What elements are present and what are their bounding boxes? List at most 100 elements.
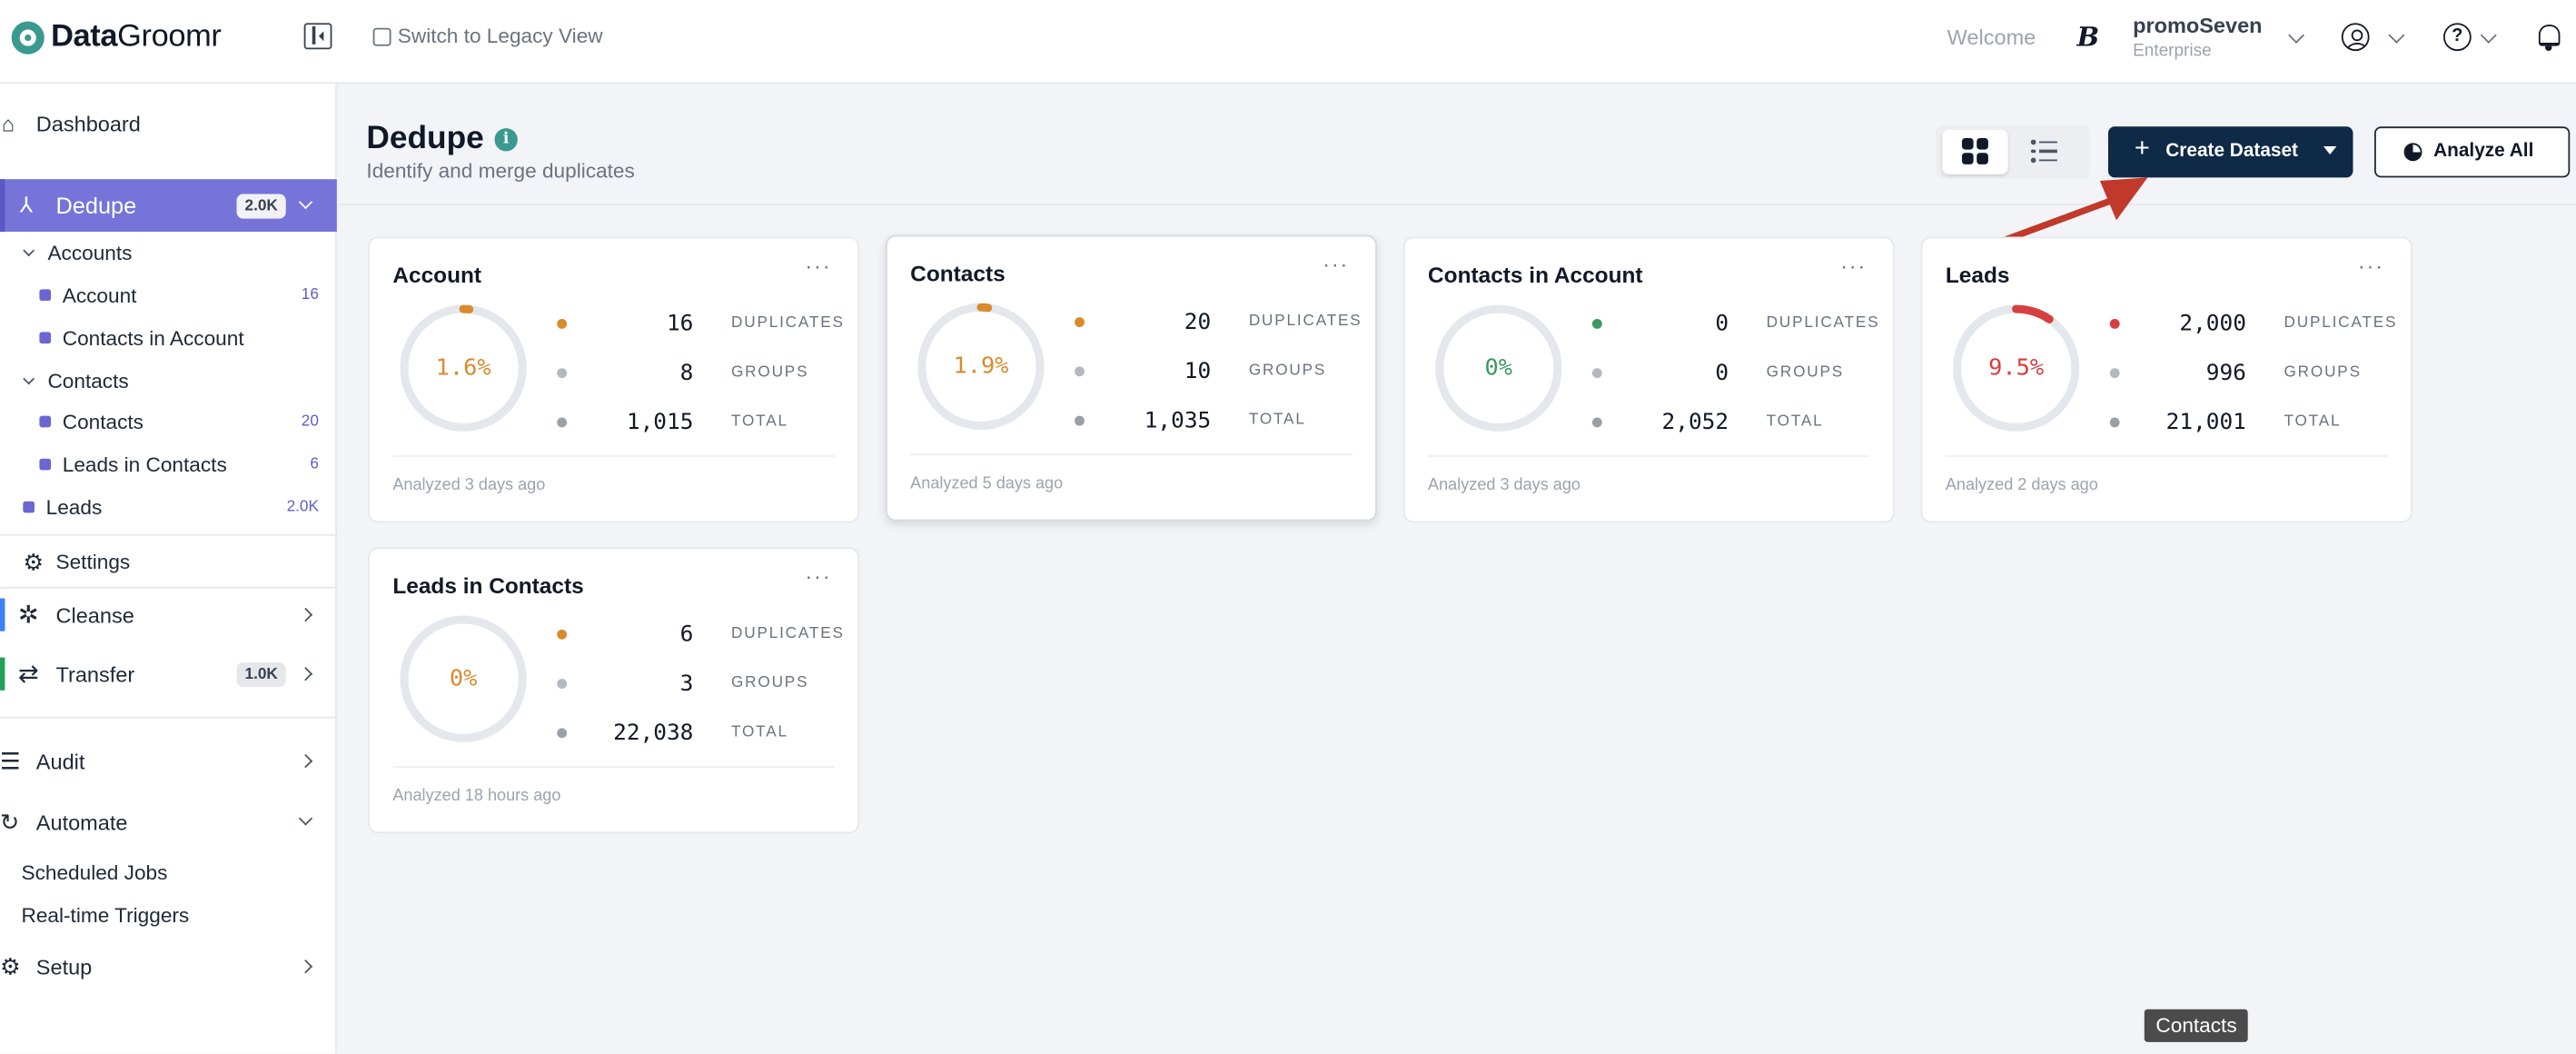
sidebar-item-setup[interactable]: ⚙ Setup [0, 950, 337, 983]
analyze-all-label: Analyze All [2433, 141, 2534, 162]
duplicates-label: DUPLICATES [1766, 313, 1880, 333]
groups-label: GROUPS [1766, 363, 1845, 382]
sidebar-item-contacts[interactable]: Contacts 20 [0, 408, 337, 438]
stat-groups: 3 GROUPS [554, 671, 847, 697]
more-options-icon[interactable]: ··· [805, 253, 832, 278]
groups-label: GROUPS [2284, 363, 2362, 382]
duplicate-percent: 9.5% [1988, 354, 2045, 382]
sidebar-item-dedupe[interactable]: ⅄ Dedupe 2.0K [0, 179, 337, 233]
sidebar-item-contacts-in-account[interactable]: Contacts in Account [0, 323, 337, 353]
sidebar-group-contacts[interactable]: Contacts [0, 366, 337, 396]
sidebar-item-scheduled-jobs[interactable]: Scheduled Jobs [0, 858, 337, 888]
view-toggle [1936, 124, 2091, 180]
duplicate-ratio-ring [1435, 304, 1562, 432]
sidebar-item-transfer[interactable]: ⇄ Transfer 1.0K [0, 657, 337, 691]
duplicate-ratio-ring [917, 303, 1045, 431]
create-dataset-label: Create Dataset [2165, 141, 2298, 162]
sidebar-group-accounts[interactable]: Accounts [0, 238, 337, 268]
analyze-all-button[interactable]: Analyze All [2374, 126, 2571, 178]
sidebar-item-label: Accounts [47, 241, 133, 265]
more-options-icon[interactable]: ··· [1840, 253, 1868, 278]
logo-text-bold: Data [51, 19, 118, 55]
dataset-card[interactable]: Contacts in Account ··· 0% 0 DUPLICATES … [1402, 236, 1895, 523]
sidebar-item-realtime-triggers[interactable]: Real-time Triggers [0, 900, 337, 930]
sidebar-collapse-icon[interactable] [303, 23, 332, 50]
org-chevron-down-icon[interactable] [2288, 26, 2305, 44]
sidebar-item-label: Transfer [55, 661, 135, 687]
dataset-card[interactable]: Account ··· 1.6% 16 DUPLICATES 8 GROUPS … [368, 236, 860, 523]
duplicates-value: 16 [666, 310, 694, 337]
sidebar-item-label: Contacts [62, 411, 144, 434]
card-title: Contacts in Account [1428, 263, 1643, 288]
top-bar: DataGroomr Switch to Legacy View Welcome… [0, 0, 2576, 85]
sidebar-item-audit[interactable]: ☰ Audit [0, 744, 337, 777]
duplicates-value: 0 [1715, 310, 1729, 337]
duplicate-percent: 1.6% [435, 354, 491, 382]
stat-duplicates: 2,000 DUPLICATES [2106, 311, 2399, 337]
sidebar-item-dashboard[interactable]: ⌂ Dashboard [0, 107, 337, 140]
user-profile-icon[interactable] [2341, 23, 2370, 52]
logo-icon [11, 21, 45, 55]
total-label: TOTAL [1248, 411, 1306, 430]
card-title: Leads [1945, 263, 2010, 288]
sidebar-item-leads[interactable]: Leads 2.0K [0, 493, 337, 523]
chevron-down-icon [23, 244, 35, 257]
stat-groups: 996 GROUPS [2106, 360, 2399, 386]
create-dataset-button[interactable]: + Create Dataset [2107, 126, 2353, 178]
help-chevron-down-icon[interactable] [2480, 26, 2497, 44]
total-label: TOTAL [1766, 413, 1824, 431]
sidebar-item-account[interactable]: Account 16 [0, 281, 337, 311]
groups-value: 10 [1184, 358, 1212, 385]
duplicate-ratio-ring [1952, 304, 2080, 432]
refresh-icon: ↻ [0, 808, 20, 835]
notification-bell-icon[interactable] [2538, 25, 2561, 52]
help-icon[interactable]: ? [2442, 23, 2472, 52]
app-logo[interactable]: DataGroomr [11, 19, 222, 56]
info-icon[interactable]: i [494, 128, 518, 152]
more-options-icon[interactable]: ··· [805, 563, 832, 589]
stat-groups: 10 GROUPS [1071, 358, 1363, 384]
sparkle-icon: ✲ [17, 602, 39, 630]
org-switcher[interactable]: promoSeven Enterprise [2133, 13, 2262, 60]
duplicates-value: 20 [1184, 309, 1212, 336]
sidebar-item-automate[interactable]: ↻ Automate [0, 805, 337, 838]
sidebar-item-label: Setup [35, 954, 93, 979]
dataset-card[interactable]: Leads in Contacts ··· 0% 6 DUPLICATES 3 … [368, 547, 860, 834]
sidebar-item-label: Account [62, 283, 137, 308]
grid-view-icon[interactable] [1942, 129, 2008, 174]
duplicate-percent: 0% [1484, 354, 1513, 382]
sidebar-item-count: 16 [301, 285, 319, 304]
sidebar-item-leads-in-contacts[interactable]: Leads in Contacts 6 [0, 451, 337, 481]
dataset-card[interactable]: Contacts ··· 1.9% 20 DUPLICATES 10 GROUP… [886, 234, 1377, 522]
dropdown-caret-icon[interactable] [2323, 146, 2337, 155]
more-options-icon[interactable]: ··· [2357, 253, 2384, 278]
card-divider [910, 453, 1352, 456]
sidebar-item-count: 2.0K [286, 498, 319, 517]
gear-icon: ⚙ [0, 952, 21, 979]
list-icon: ☰ [0, 747, 21, 774]
profile-chevron-down-icon[interactable] [2388, 26, 2405, 44]
sidebar-item-label: Contacts in Account [62, 326, 244, 351]
chevron-right-icon [298, 667, 313, 681]
chevron-down-icon [298, 811, 313, 826]
sidebar-divider [0, 586, 337, 589]
switch-legacy-link[interactable]: Switch to Legacy View [372, 25, 603, 47]
sidebar-item-cleanse[interactable]: ✲ Cleanse [0, 598, 337, 631]
sidebar-item-label: Automate [35, 809, 128, 835]
dataset-card[interactable]: Leads ··· 9.5% 2,000 DUPLICATES 996 GROU… [1920, 236, 2413, 523]
list-view-icon[interactable] [2030, 139, 2057, 163]
duplicates-label: DUPLICATES [731, 313, 845, 333]
duplicate-ratio-ring [400, 304, 527, 432]
chevron-right-icon [298, 753, 313, 769]
total-label: TOTAL [2284, 413, 2342, 431]
sidebar-item-label: Scheduled Jobs [21, 860, 168, 885]
sidebar-item-label: Audit [35, 748, 85, 774]
transfer-arrows-icon: ⇄ [17, 661, 39, 689]
duplicates-value: 2,000 [2179, 310, 2246, 337]
card-title: Leads in Contacts [392, 573, 584, 599]
sidebar-item-count: 20 [301, 413, 319, 431]
more-options-icon[interactable]: ··· [1323, 251, 1350, 276]
sidebar-item-settings[interactable]: ⚙ Settings [0, 547, 337, 577]
brand-logo-icon: B [2076, 21, 2100, 53]
total-value: 21,001 [2165, 409, 2246, 436]
